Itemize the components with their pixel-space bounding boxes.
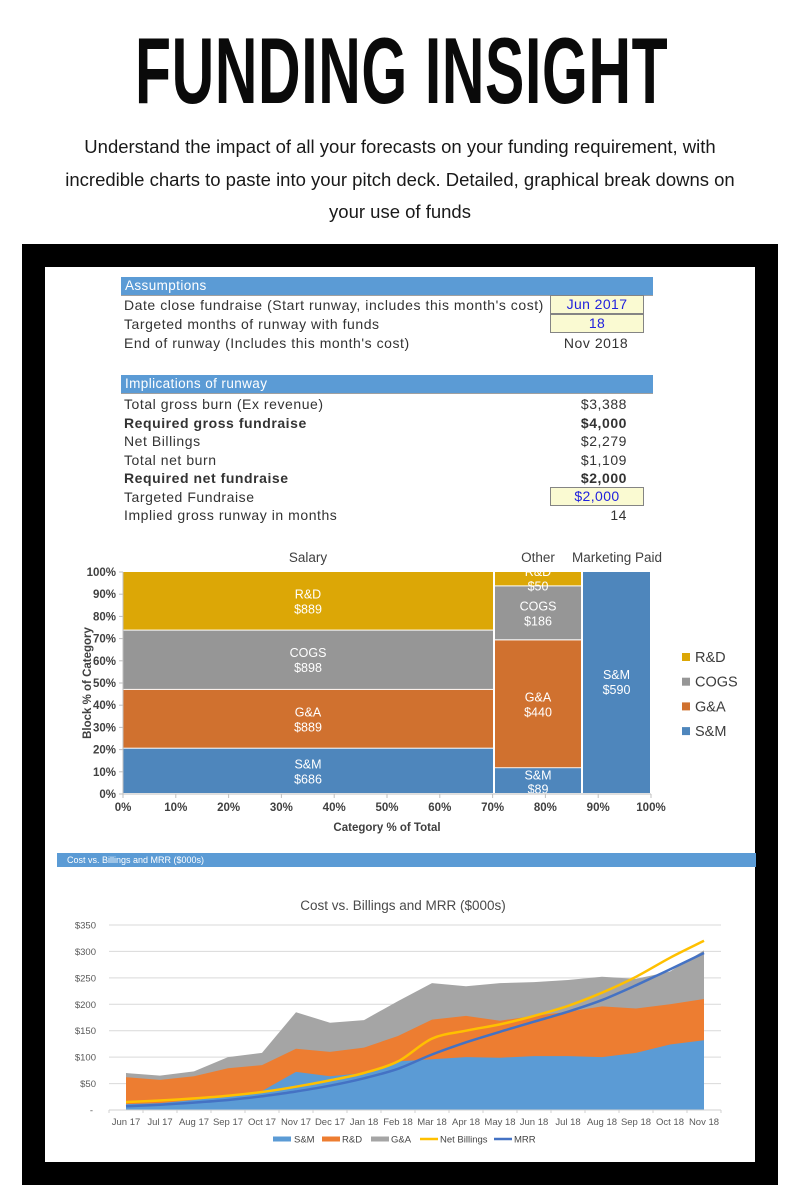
svg-text:50%: 50% <box>93 678 116 690</box>
svg-text:100%: 100% <box>636 802 665 814</box>
svg-text:Salary: Salary <box>289 550 328 565</box>
svg-text:Aug 18: Aug 18 <box>587 1117 617 1128</box>
svg-text:Feb 18: Feb 18 <box>383 1117 413 1128</box>
svg-text:Block % of Category: Block % of Category <box>82 626 94 738</box>
svg-text:$150: $150 <box>75 1026 96 1037</box>
svg-text:80%: 80% <box>534 802 557 814</box>
svg-text:$440: $440 <box>524 705 552 719</box>
svg-text:$350: $350 <box>75 921 96 932</box>
svg-text:$590: $590 <box>603 683 631 697</box>
svg-text:20%: 20% <box>93 745 116 757</box>
svg-text:COGS: COGS <box>695 675 738 691</box>
svg-text:90%: 90% <box>93 589 116 601</box>
svg-text:$898: $898 <box>294 661 322 675</box>
svg-text:G&A: G&A <box>695 699 726 715</box>
svg-text:S&M: S&M <box>294 757 321 771</box>
svg-text:Net Billings: Net Billings <box>440 1135 488 1146</box>
svg-text:$50: $50 <box>528 580 549 594</box>
svg-text:-: - <box>90 1106 93 1117</box>
svg-text:Jun 18: Jun 18 <box>520 1117 549 1128</box>
svg-text:Oct 18: Oct 18 <box>656 1117 684 1128</box>
svg-text:$50: $50 <box>80 1079 96 1090</box>
svg-text:$250: $250 <box>75 973 96 984</box>
svg-text:80%: 80% <box>93 611 116 623</box>
svg-text:G&A: G&A <box>525 690 552 704</box>
svg-text:100%: 100% <box>87 567 116 579</box>
svg-text:Jun 17: Jun 17 <box>112 1117 141 1128</box>
svg-text:G&A: G&A <box>295 705 322 719</box>
svg-text:G&A: G&A <box>391 1135 412 1146</box>
svg-text:Mar 18: Mar 18 <box>417 1117 447 1128</box>
svg-text:S&M: S&M <box>524 769 551 783</box>
svg-text:Sep 18: Sep 18 <box>621 1117 651 1128</box>
svg-text:$200: $200 <box>75 1000 96 1011</box>
svg-text:60%: 60% <box>428 802 451 814</box>
svg-text:70%: 70% <box>93 634 116 646</box>
svg-text:Sep 17: Sep 17 <box>213 1117 243 1128</box>
svg-text:Cost vs. Billings and MRR ($00: Cost vs. Billings and MRR ($000s) <box>300 898 506 913</box>
svg-text:Jul 17: Jul 17 <box>147 1117 172 1128</box>
svg-text:Jul 18: Jul 18 <box>555 1117 580 1128</box>
svg-text:20%: 20% <box>217 802 240 814</box>
svg-text:$186: $186 <box>524 614 552 628</box>
svg-text:$686: $686 <box>294 772 322 786</box>
svg-text:Apr 18: Apr 18 <box>452 1117 480 1128</box>
svg-text:Other: Other <box>521 550 555 565</box>
svg-text:Aug 17: Aug 17 <box>179 1117 209 1128</box>
svg-text:S&M: S&M <box>695 724 726 740</box>
svg-text:$89: $89 <box>528 783 549 797</box>
svg-text:Jan 18: Jan 18 <box>350 1117 379 1128</box>
svg-text:R&D: R&D <box>525 565 551 579</box>
svg-text:COGS: COGS <box>290 646 327 660</box>
svg-text:Oct 17: Oct 17 <box>248 1117 276 1128</box>
svg-text:0%: 0% <box>115 802 132 814</box>
svg-text:R&D: R&D <box>695 650 726 666</box>
svg-text:R&D: R&D <box>342 1135 362 1146</box>
svg-text:MRR: MRR <box>514 1135 536 1146</box>
svg-text:50%: 50% <box>375 802 398 814</box>
svg-text:Dec 17: Dec 17 <box>315 1117 345 1128</box>
svg-text:10%: 10% <box>93 767 116 779</box>
svg-text:$100: $100 <box>75 1053 96 1064</box>
svg-text:30%: 30% <box>93 722 116 734</box>
svg-text:30%: 30% <box>270 802 293 814</box>
svg-text:Nov 18: Nov 18 <box>689 1117 719 1128</box>
svg-text:10%: 10% <box>164 802 187 814</box>
svg-text:$889: $889 <box>294 602 322 616</box>
svg-text:Nov 17: Nov 17 <box>281 1117 311 1128</box>
svg-text:0%: 0% <box>99 789 116 801</box>
svg-text:R&D: R&D <box>295 587 321 601</box>
svg-text:Category % of Total: Category % of Total <box>333 822 440 834</box>
svg-text:S&M: S&M <box>603 668 630 682</box>
svg-text:$889: $889 <box>294 720 322 734</box>
svg-text:S&M: S&M <box>294 1135 315 1146</box>
svg-text:40%: 40% <box>323 802 346 814</box>
svg-text:40%: 40% <box>93 700 116 712</box>
svg-text:May 18: May 18 <box>484 1117 515 1128</box>
svg-text:COGS: COGS <box>520 599 557 613</box>
svg-text:90%: 90% <box>587 802 610 814</box>
svg-text:70%: 70% <box>481 802 504 814</box>
svg-text:$300: $300 <box>75 947 96 958</box>
svg-text:Marketing Paid: Marketing Paid <box>572 550 662 565</box>
svg-text:60%: 60% <box>93 656 116 668</box>
